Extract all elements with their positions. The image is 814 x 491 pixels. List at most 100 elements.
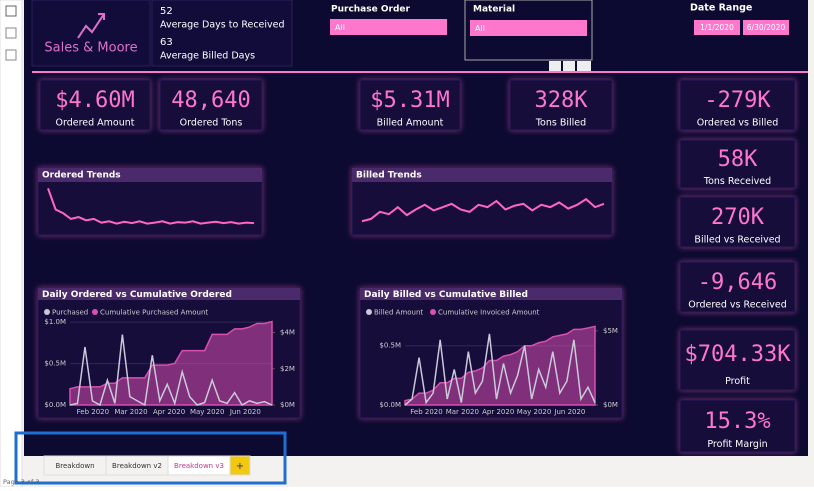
- slicer-label: Date Range: [690, 3, 752, 14]
- y-tick-label: $0.5M: [379, 342, 401, 350]
- stat-label: Average Days to Received: [160, 20, 285, 31]
- add-tab[interactable]: [229, 455, 251, 476]
- legend-swatch: [92, 309, 98, 315]
- card: [679, 79, 796, 131]
- more-button[interactable]: [577, 61, 591, 71]
- y2-tick-label: $0M: [280, 401, 295, 409]
- slicer-label: Purchase Order: [331, 5, 410, 15]
- card-value: $4.60M: [55, 88, 134, 113]
- card-label: Ordered Tons: [180, 118, 243, 129]
- card: [679, 329, 796, 391]
- chart-header: [360, 288, 622, 300]
- chart-header: [38, 288, 300, 300]
- card-label: Billed Amount: [377, 118, 444, 129]
- x-tick-label: Jun 2020: [553, 408, 585, 416]
- divider: [32, 71, 808, 73]
- logo-icon: [77, 13, 105, 39]
- y-tick-label: $0.0M: [379, 401, 401, 409]
- chart-title: Daily Ordered vs Cumulative Ordered: [42, 290, 232, 300]
- card: [679, 196, 796, 248]
- card: [679, 261, 796, 313]
- card-label: Ordered vs Billed: [697, 118, 779, 129]
- trend-header: [38, 168, 262, 182]
- y-tick-label: $0.0M: [44, 401, 66, 409]
- dropdown[interactable]: [470, 20, 587, 36]
- date-start: 1/1/2020: [700, 23, 734, 32]
- y-tick-label: $0.5M: [44, 360, 66, 368]
- legend-swatch: [430, 309, 436, 315]
- dropdown-value: All: [335, 23, 345, 32]
- card-value: $5.31M: [370, 88, 449, 113]
- highlight-box: [14, 431, 287, 485]
- x-tick-label: May 2020: [190, 408, 225, 416]
- focus-button[interactable]: [563, 61, 575, 71]
- card-value: -279K: [704, 88, 771, 113]
- y2-tick-label: $2M: [280, 365, 295, 373]
- report-view-icon[interactable]: [5, 5, 17, 17]
- card-label: Tons Received: [703, 176, 771, 187]
- tabs: Breakdown Breakdown v2 Breakdown v3 +: [43, 455, 251, 476]
- filter-button[interactable]: [549, 61, 561, 71]
- y2-tick-label: $5M: [603, 327, 618, 335]
- x-tick-label: Feb 2020: [77, 408, 109, 416]
- chart-title: Daily Billed vs Cumulative Billed: [364, 290, 528, 300]
- tab-label: Breakdown v2: [112, 462, 162, 470]
- card-label: Profit: [725, 376, 750, 387]
- dropdown-value: All: [475, 24, 485, 33]
- card-label: Ordered vs Received: [688, 300, 787, 311]
- model-view-icon[interactable]: [5, 49, 17, 61]
- card-value: 48,640: [171, 88, 250, 113]
- x-tick-label: Mar 2020: [114, 408, 147, 416]
- legend-label: Cumulative Invoiced Amount: [438, 309, 540, 317]
- date-input[interactable]: [743, 20, 789, 35]
- legend-swatch: [366, 309, 372, 315]
- x-tick-label: Mar 2020: [446, 408, 479, 416]
- daily-line: [404, 333, 596, 406]
- cumulative-area: [69, 320, 273, 406]
- y-tick-label: $1.0M: [44, 318, 66, 326]
- data-view-icon[interactable]: [5, 27, 17, 39]
- date-end: 6/30/2020: [747, 23, 786, 32]
- slicer-label: Material: [473, 5, 515, 15]
- card-value: $704.33K: [685, 342, 792, 367]
- sparkline: [47, 188, 255, 225]
- card: [679, 399, 796, 453]
- card-label: Tons Billed: [535, 118, 586, 129]
- charts: Ordered Trends Billed Trends Daily Ordered…: [37, 167, 623, 419]
- card: [679, 139, 796, 189]
- trend-header: [352, 168, 612, 182]
- trend-title: Billed Trends: [356, 171, 422, 181]
- dropdown[interactable]: [330, 19, 447, 35]
- x-tick-label: May 2020: [517, 408, 552, 416]
- tab-label: Breakdown v3: [174, 462, 224, 470]
- x-tick-label: Apr 2020: [482, 408, 514, 416]
- x-tick-label: Apr 2020: [153, 408, 185, 416]
- stat-label: Average Billed Days: [160, 51, 255, 62]
- legend-swatch: [44, 309, 50, 315]
- stat-value: 52: [160, 6, 173, 17]
- card: [39, 79, 151, 131]
- date-input[interactable]: [694, 20, 740, 35]
- card-label: Ordered Amount: [55, 118, 134, 129]
- card: [159, 79, 263, 131]
- status-text: Page 3 of 3: [3, 478, 39, 486]
- card-value: 15.3%: [704, 409, 770, 434]
- stats-box: [151, 0, 293, 67]
- card-value: 270K: [711, 205, 765, 230]
- brand: Sales & Moore: [44, 41, 137, 56]
- card: [359, 79, 461, 131]
- card-value: -9,646: [698, 270, 777, 295]
- card-label: Profit Margin: [707, 439, 767, 450]
- card-label: Billed vs Received: [694, 235, 780, 246]
- y2-tick-label: $4M: [280, 329, 295, 337]
- trend-title: Ordered Trends: [42, 171, 121, 181]
- tab-label: Breakdown: [55, 462, 94, 470]
- logo-box: [31, 0, 151, 67]
- y2-tick-label: $0M: [603, 401, 618, 409]
- legend-label: Billed Amount: [374, 309, 423, 317]
- card-value: 58K: [718, 147, 758, 172]
- cards: $4.60M Ordered Amount 48,640 Ordered Tons $5…: [39, 79, 796, 453]
- sparkline: [361, 197, 605, 223]
- x-tick-label: Jun 2020: [229, 408, 261, 416]
